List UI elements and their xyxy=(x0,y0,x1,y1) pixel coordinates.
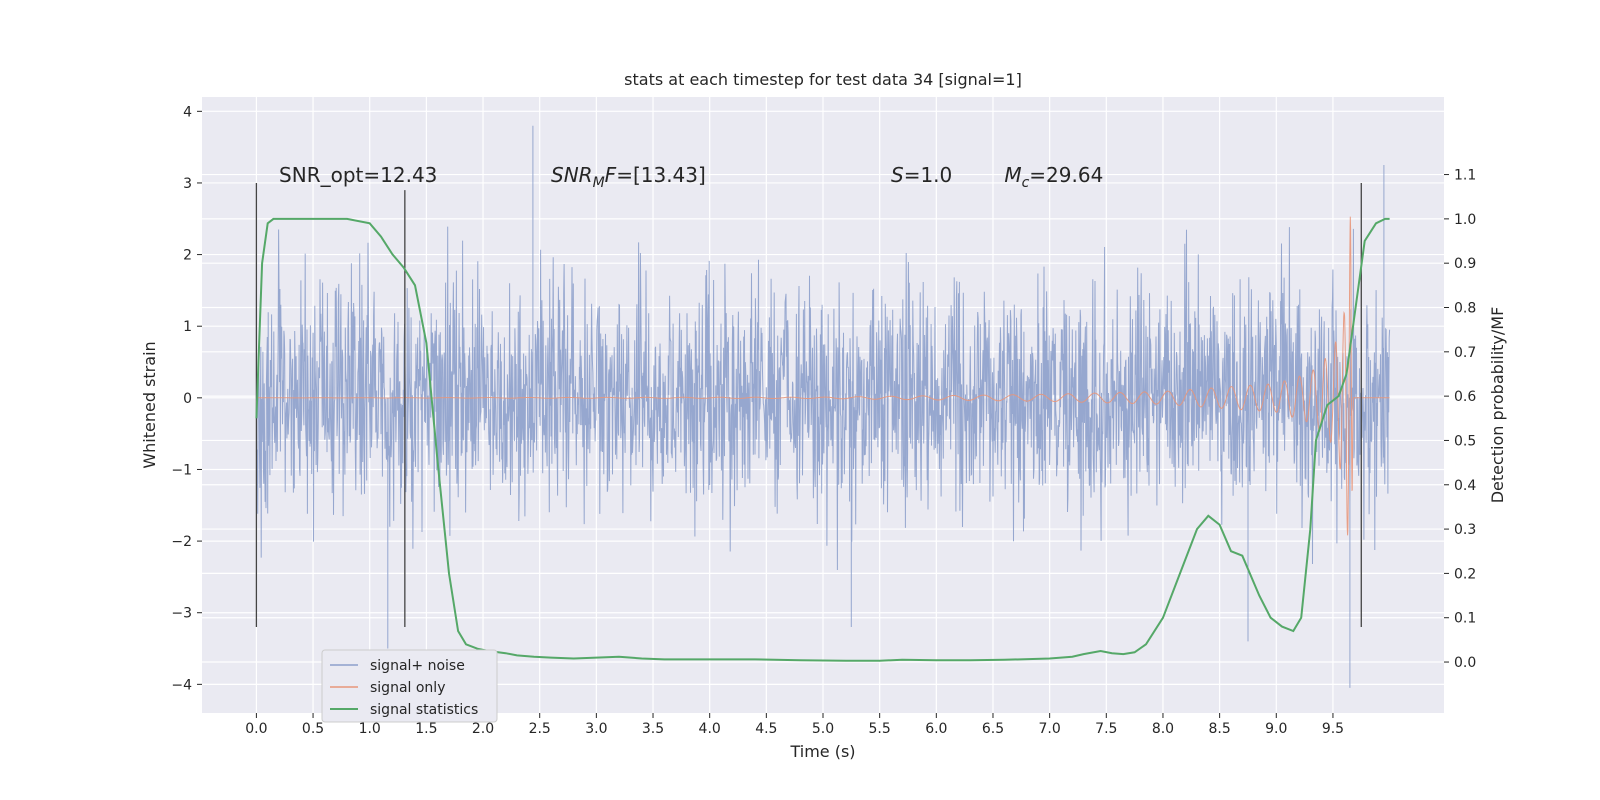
series-signal-statistics xyxy=(255,217,1390,662)
x-tick-label: 0.0 xyxy=(245,721,267,737)
y-axis-label: Whitened strain xyxy=(140,341,159,468)
x-tick-label: 1.0 xyxy=(359,721,381,737)
chart-title: stats at each timestep for test data 34 … xyxy=(624,70,1022,89)
legend-label: signal only xyxy=(370,680,445,696)
x-tick-label: 1.5 xyxy=(415,721,437,737)
y2-tick-label: 0.8 xyxy=(1454,301,1476,317)
y2-tick-label: 0.7 xyxy=(1454,345,1476,361)
y2-tick-label: 0.9 xyxy=(1454,256,1476,272)
y2-tick-label: 0.0 xyxy=(1454,655,1476,671)
y-tick-label: 3 xyxy=(183,176,192,192)
y2-tick-label: 1.0 xyxy=(1454,212,1476,228)
series-signal-only xyxy=(256,216,1390,536)
y-tick-label: 2 xyxy=(183,248,192,264)
annotation: Mc=29.64 xyxy=(1004,163,1103,191)
y2-tick-label: 0.3 xyxy=(1454,522,1476,538)
y2-tick-label: 1.1 xyxy=(1454,168,1476,184)
y2-tick-label: 0.5 xyxy=(1454,433,1476,449)
x-tick-label: 2.5 xyxy=(529,721,551,737)
annotation: S=1.0 xyxy=(891,163,952,187)
x-axis-label: Time (s) xyxy=(789,742,855,761)
legend: signal+ noise signal only signal statistic… xyxy=(321,649,498,723)
y-tick-label: −2 xyxy=(171,534,192,550)
y-axis-ticks: −4 −3 −2 −1 0 1 2 3 4 xyxy=(171,104,202,693)
y-tick-label: −1 xyxy=(171,462,192,478)
y-tick-label: 1 xyxy=(183,319,192,335)
y2-tick-label: 0.2 xyxy=(1454,566,1476,582)
legend-label: signal+ noise xyxy=(370,658,465,674)
series-line xyxy=(255,217,1390,662)
x-tick-label: 8.5 xyxy=(1208,721,1230,737)
x-tick-label: 4.0 xyxy=(699,721,721,737)
x-tick-label: 2.0 xyxy=(472,721,494,737)
y2-axis-ticks: 0.0 0.1 0.2 0.3 0.4 0.5 0.6 0.7 0.8 0.9 1.0 1.1 xyxy=(1444,168,1476,671)
y2-tick-label: 0.4 xyxy=(1454,478,1476,494)
x-tick-label: 9.0 xyxy=(1265,721,1287,737)
y-tick-label: −4 xyxy=(171,677,192,693)
annotation: SNRMF=[13.43] xyxy=(551,163,706,191)
annotation: SNR_opt=12.43 xyxy=(279,163,437,187)
x-tick-label: 6.0 xyxy=(925,721,947,737)
y-tick-label: 0 xyxy=(183,391,192,407)
annotations: SNR_opt=12.43 SNRMF=[13.43] S=1.0 Mc=29.64 xyxy=(279,163,1103,191)
x-axis-ticks: 0.0 0.5 1.0 1.5 2.0 2.5 3.0 3.5 4.0 4.5 5.0 5.5 6.0 6… xyxy=(245,713,1344,737)
x-tick-label: 5.0 xyxy=(812,721,834,737)
series-line xyxy=(256,216,1390,536)
x-tick-label: 7.5 xyxy=(1095,721,1117,737)
y-tick-label: 4 xyxy=(183,104,192,120)
x-tick-label: 9.5 xyxy=(1322,721,1344,737)
x-tick-label: 0.5 xyxy=(302,721,324,737)
x-tick-label: 5.5 xyxy=(869,721,891,737)
y2-axis-label: Detection probability/MF xyxy=(1488,307,1507,504)
legend-label: signal statistics xyxy=(370,702,478,718)
y-tick-label: −3 xyxy=(171,606,192,622)
x-tick-label: 3.5 xyxy=(642,721,664,737)
x-tick-label: 8.0 xyxy=(1152,721,1174,737)
x-tick-label: 3.0 xyxy=(585,721,607,737)
y2-tick-label: 0.1 xyxy=(1454,611,1476,627)
x-tick-label: 6.5 xyxy=(982,721,1004,737)
x-tick-label: 4.5 xyxy=(755,721,777,737)
x-tick-label: 7.0 xyxy=(1039,721,1061,737)
y2-tick-label: 0.6 xyxy=(1454,389,1476,405)
